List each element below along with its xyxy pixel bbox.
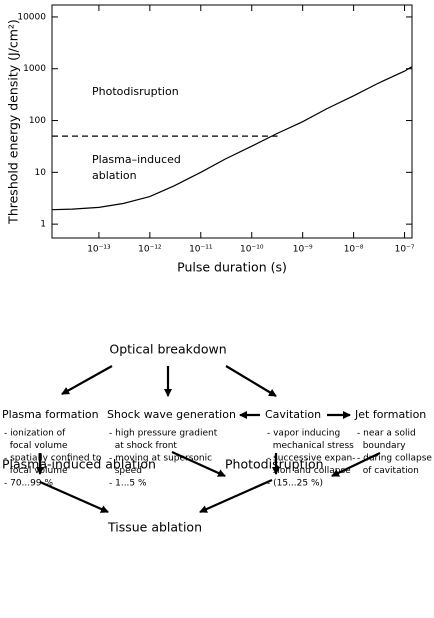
node-detail: speed <box>109 466 142 476</box>
node-title: Shock wave generation <box>107 408 236 421</box>
node-detail: - spatially confined to <box>4 454 102 464</box>
node-detail: - near a solid <box>357 429 416 439</box>
x-axis-label: Pulse duration (s) <box>177 260 287 275</box>
node-detail: - high pressure gradient <box>109 429 218 439</box>
arrow <box>199 478 273 514</box>
node-detail: - successive expan- <box>267 454 355 464</box>
x-tick-label: 10⁻⁸ <box>344 245 364 255</box>
node-detail: focal volume <box>4 466 68 476</box>
node-title: Tissue ablation <box>107 520 202 535</box>
node-title: Optical breakdown <box>109 342 226 357</box>
node-detail: - (15...25 %) <box>267 479 323 489</box>
data-line <box>51 66 413 211</box>
node-detail: mechanical stress <box>267 441 354 451</box>
y-tick-label: 1 <box>40 220 46 230</box>
x-tick-label: 10⁻¹¹ <box>189 245 213 255</box>
y-tick-label: 10000 <box>17 12 46 22</box>
node-detail: - moving at supersonic <box>109 454 212 464</box>
node-detail: - ionization of <box>4 429 66 439</box>
node-detail: focal volume <box>4 441 68 451</box>
arrow <box>225 365 277 397</box>
node-title: Plasma formation <box>2 408 99 421</box>
arrow <box>331 452 381 477</box>
arrow <box>171 450 226 478</box>
x-tick-label: 10⁻⁷ <box>395 245 415 255</box>
node-detail: - 70...99 % <box>4 479 53 489</box>
x-tick-label: 10⁻¹⁰ <box>240 245 264 255</box>
node-detail: at shock front <box>109 441 177 451</box>
annotation: ablation <box>92 169 137 182</box>
y-tick-label: 10 <box>35 168 47 178</box>
x-tick-label: 10⁻¹³ <box>87 245 111 255</box>
annotation: Plasma–induced <box>92 153 181 166</box>
node-detail: - vapor inducing <box>267 429 340 439</box>
node-detail: of cavitation <box>357 466 419 476</box>
node-title: Photodisruption <box>225 457 324 472</box>
arrows <box>36 365 381 514</box>
node-title: Jet formation <box>354 408 426 421</box>
plot-frame <box>51 4 413 239</box>
node-title: Cavitation <box>265 408 321 421</box>
node-detail: sion and collapse <box>267 466 351 476</box>
node-detail: - during collapse <box>357 454 432 464</box>
arrow <box>39 480 109 514</box>
annotation: Photodisruption <box>92 85 179 98</box>
node-detail: - 1...5 % <box>109 479 147 489</box>
node-detail: boundary <box>357 441 406 451</box>
x-tick-label: 10⁻⁹ <box>293 245 313 255</box>
y-axis-label: Threshold energy density (J/cm²) <box>6 19 21 225</box>
node-title: Plasma-induced ablation <box>2 457 156 472</box>
y-tick-label: 1000 <box>23 64 46 74</box>
arrow <box>61 365 113 395</box>
y-tick-label: 100 <box>29 116 46 126</box>
x-tick-label: 10⁻¹² <box>138 245 162 255</box>
